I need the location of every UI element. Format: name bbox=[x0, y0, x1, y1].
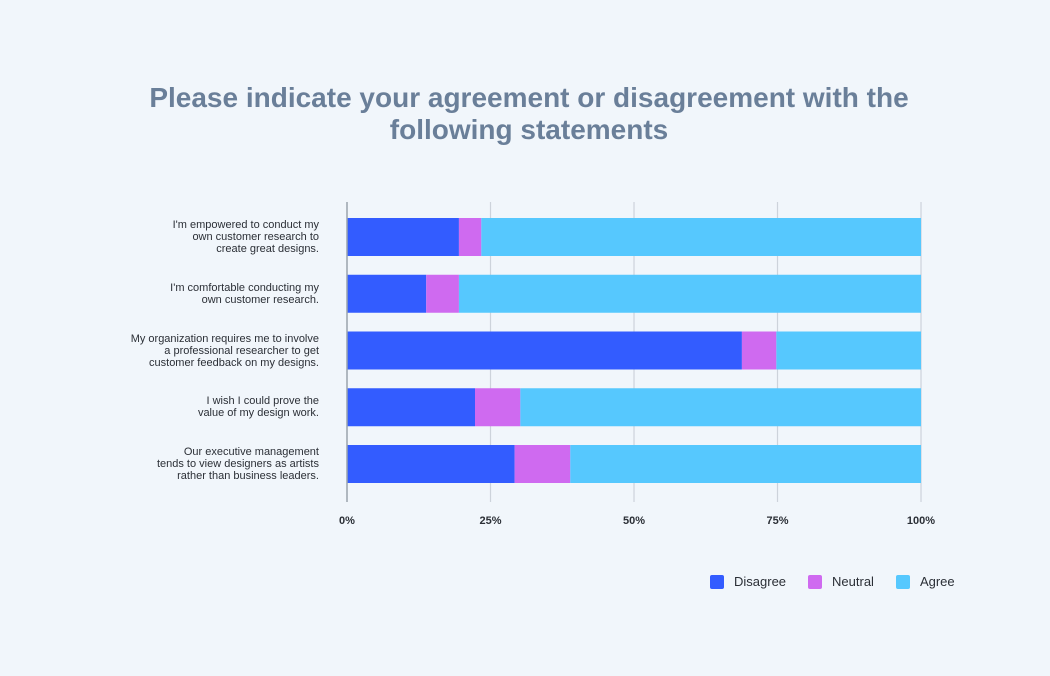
category-label-line: I wish I could prove the bbox=[206, 395, 319, 408]
legend-swatch-disagree bbox=[710, 574, 724, 589]
bar-segment-disagree bbox=[347, 331, 742, 370]
bar-segment-agree bbox=[458, 274, 921, 313]
category-label: I'm empowered to conduct my own customer … bbox=[89, 219, 319, 255]
bar-segment-agree bbox=[520, 388, 921, 427]
category-label: I wish I could prove the value of my desi… bbox=[89, 395, 319, 419]
legend-label-neutral: Neutral bbox=[832, 574, 874, 589]
legend: Disagree Neutral Agree bbox=[710, 574, 977, 589]
bar-segment-neutral bbox=[741, 331, 777, 370]
bar-segment-disagree bbox=[347, 388, 476, 427]
category-label-line: create great designs. bbox=[216, 243, 319, 255]
bar-segment-neutral bbox=[426, 274, 459, 313]
category-label: Our executive management tends to view de… bbox=[89, 446, 319, 482]
legend-label-disagree: Disagree bbox=[734, 574, 787, 589]
bar-segment-disagree bbox=[347, 445, 515, 483]
bar-segment-neutral bbox=[514, 445, 571, 483]
bar-segment-neutral bbox=[475, 388, 521, 427]
legend-swatch-neutral bbox=[808, 574, 823, 589]
legend-label-agree: Agree bbox=[919, 574, 955, 589]
legend-item-disagree[interactable]: Disagree bbox=[710, 574, 786, 589]
x-tick-label: 100% bbox=[907, 515, 935, 527]
category-label-line: Our executive management bbox=[183, 446, 319, 458]
category-label-line: I'm empowered to conduct my bbox=[172, 219, 319, 231]
chart-title-line: following statements bbox=[389, 114, 669, 145]
x-tick-label: 50% bbox=[623, 515, 645, 527]
category-label-line: tends to view designers as artists bbox=[156, 458, 319, 470]
legend-item-neutral[interactable]: Neutral bbox=[808, 574, 874, 589]
bar-segment-agree bbox=[570, 445, 921, 483]
category-label-line: own customer research to bbox=[192, 231, 319, 243]
chart-title: Please indicate your agreement or disagr… bbox=[0, 82, 1050, 146]
chart-title-line: Please indicate your agreement or disagr… bbox=[149, 82, 909, 113]
category-label-line: value of my design work. bbox=[197, 407, 319, 420]
x-tick-label: 25% bbox=[479, 515, 501, 527]
bar-segment-agree bbox=[776, 331, 921, 370]
bar-segment-agree bbox=[481, 218, 921, 256]
category-label-line: I'm comfortable conducting my bbox=[170, 281, 319, 294]
legend-swatch-agree bbox=[895, 574, 910, 589]
x-tick-label: 0% bbox=[339, 515, 355, 527]
bar-segment-disagree bbox=[347, 274, 427, 313]
bar-segment-disagree bbox=[347, 218, 459, 256]
category-label-line: rather than business leaders. bbox=[177, 470, 319, 482]
category-label: I'm comfortable conducting my own custome… bbox=[89, 282, 319, 306]
bar-segment-neutral bbox=[458, 218, 482, 256]
category-label: My organization requires me to involve a … bbox=[89, 333, 319, 369]
category-label-line: customer feedback on my designs. bbox=[149, 356, 319, 369]
category-label-line: a professional researcher to get bbox=[164, 344, 319, 357]
category-label-line: My organization requires me to involve bbox=[130, 332, 319, 345]
legend-item-agree[interactable]: Agree bbox=[895, 574, 955, 589]
x-tick-label: 75% bbox=[766, 515, 788, 527]
category-label-line: own customer research. bbox=[201, 293, 319, 306]
